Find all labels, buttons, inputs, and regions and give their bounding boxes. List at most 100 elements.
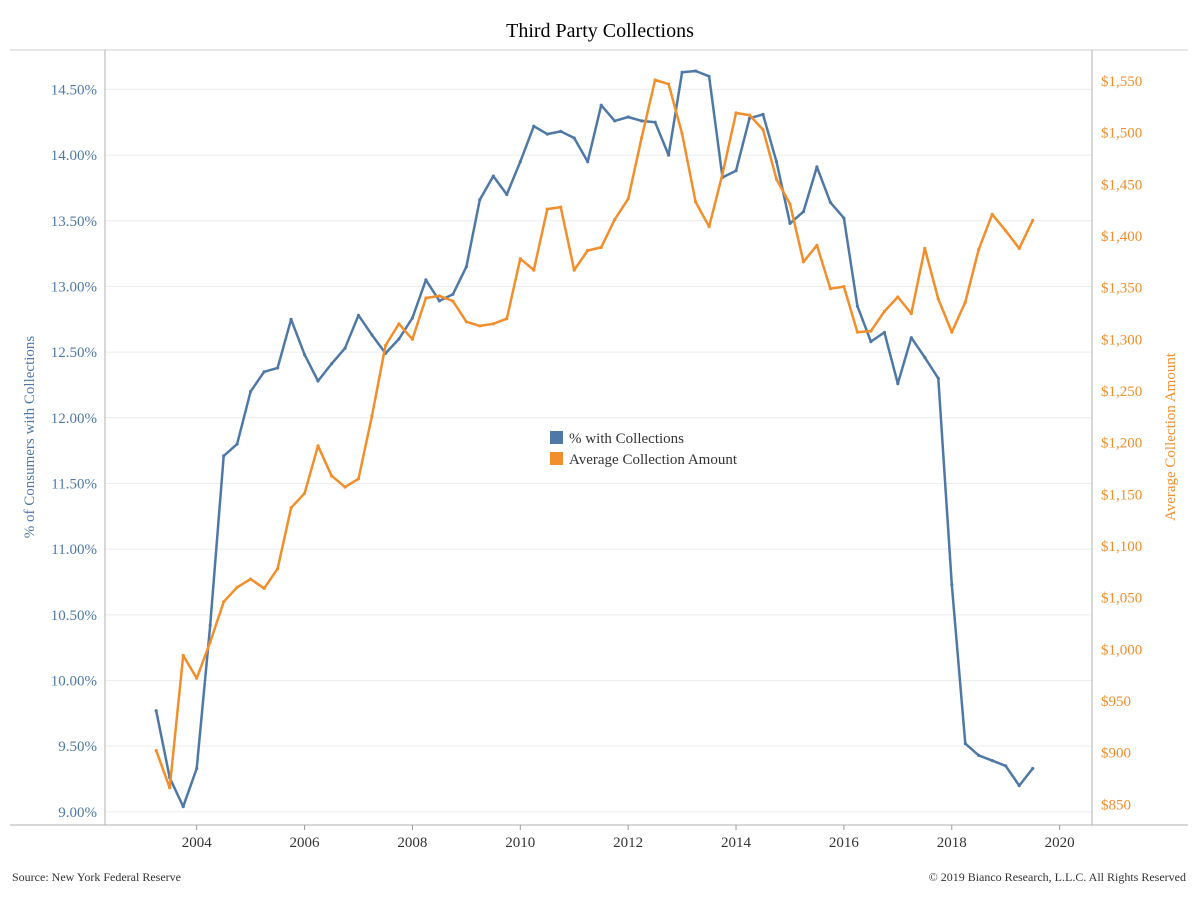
y-left-tick-label: 9.00%	[58, 805, 97, 821]
y-right-tick-label: $1,500	[1101, 126, 1142, 142]
data-point-pct-with-collections	[1004, 764, 1008, 768]
data-point-average-amount	[747, 113, 752, 117]
data-point-average-amount	[694, 200, 698, 204]
data-point-average-amount	[801, 260, 806, 264]
data-point-average-amount	[774, 177, 779, 181]
data-point-pct-with-collections	[734, 169, 738, 173]
data-point-average-amount	[181, 653, 185, 658]
y-left-tick-label: 11.00%	[51, 542, 97, 558]
data-point-pct-with-collections	[640, 119, 644, 123]
data-point-pct-with-collections	[397, 337, 401, 341]
data-point-average-amount	[909, 311, 913, 316]
data-point-average-amount	[397, 322, 401, 326]
data-point-average-amount	[734, 111, 738, 115]
data-point-pct-with-collections	[478, 198, 482, 202]
data-point-average-amount	[761, 128, 765, 132]
data-point-pct-with-collections	[626, 115, 630, 119]
data-point-average-amount	[707, 225, 711, 229]
data-point-average-amount	[289, 506, 293, 510]
data-point-average-amount	[559, 205, 563, 209]
data-point-average-amount	[222, 600, 226, 604]
data-point-average-amount	[680, 132, 684, 136]
data-point-pct-with-collections	[343, 346, 347, 350]
data-point-pct-with-collections	[707, 74, 711, 78]
data-point-pct-with-collections	[963, 742, 967, 746]
data-point-average-amount	[720, 172, 725, 176]
data-point-pct-with-collections	[761, 112, 765, 116]
data-point-average-amount	[923, 246, 927, 250]
data-point-average-amount	[356, 477, 361, 481]
y-axis-label-left: % of Consumers with Collections	[22, 336, 38, 539]
y-left-tick-label: 11.50%	[51, 476, 97, 492]
data-point-average-amount	[154, 749, 158, 753]
y-left-tick-label: 14.00%	[51, 148, 97, 164]
data-point-average-amount	[869, 329, 873, 333]
chart-title: Third Party Collections	[506, 20, 694, 42]
data-point-average-amount	[410, 337, 414, 341]
data-point-average-amount	[828, 287, 833, 291]
x-tick-label: 2012	[613, 835, 643, 851]
series-line-average-amount	[154, 78, 1034, 790]
data-point-average-amount	[788, 202, 792, 206]
data-point-average-amount	[1017, 246, 1021, 250]
y-left-tick-label: 13.00%	[51, 279, 97, 295]
data-point-average-amount	[437, 294, 441, 298]
data-point-average-amount	[249, 577, 253, 581]
data-point-pct-with-collections	[653, 120, 657, 124]
data-point-average-amount	[424, 296, 428, 300]
data-point-average-amount	[653, 78, 657, 82]
y-left-tick-label: 10.00%	[51, 674, 97, 690]
data-point-average-amount	[545, 207, 549, 211]
data-point-average-amount	[370, 414, 374, 418]
data-point-average-amount	[383, 343, 388, 348]
data-point-average-amount	[208, 640, 212, 644]
x-tick-label: 2004	[182, 835, 213, 851]
data-point-pct-with-collections	[262, 370, 266, 374]
x-tick-label: 2018	[937, 835, 967, 851]
data-point-pct-with-collections	[356, 313, 361, 317]
data-point-pct-with-collections	[370, 333, 374, 337]
data-point-average-amount	[343, 485, 347, 489]
data-point-average-amount	[963, 300, 967, 304]
y-right-tick-label: $1,350	[1101, 281, 1142, 297]
data-point-average-amount	[464, 320, 468, 324]
data-point-pct-with-collections	[222, 454, 226, 458]
y-left-tick-label: 12.50%	[51, 345, 97, 361]
data-point-pct-with-collections	[491, 174, 495, 178]
data-point-pct-with-collections	[518, 160, 522, 164]
data-point-pct-with-collections	[545, 132, 549, 136]
y-right-tick-label: $900	[1101, 746, 1131, 762]
x-tick-label: 2016	[829, 835, 860, 851]
data-point-pct-with-collections	[990, 759, 994, 763]
y-left-tick-label: 12.00%	[51, 411, 97, 427]
data-point-pct-with-collections	[410, 316, 414, 320]
data-point-pct-with-collections	[680, 70, 684, 74]
data-point-average-amount	[316, 444, 320, 448]
data-point-pct-with-collections	[316, 379, 320, 383]
data-point-pct-with-collections	[208, 623, 212, 627]
y-right-tick-label: $1,400	[1101, 229, 1142, 245]
data-point-pct-with-collections	[572, 136, 576, 140]
data-point-pct-with-collections	[855, 304, 860, 308]
gridlines	[105, 88, 1092, 813]
legend-swatch-amount	[550, 452, 563, 465]
x-tick-label: 2014	[721, 835, 752, 851]
data-point-pct-with-collections	[289, 317, 293, 321]
data-point-pct-with-collections	[815, 165, 819, 169]
data-point-pct-with-collections	[977, 753, 981, 758]
data-point-pct-with-collections	[329, 362, 334, 366]
data-point-average-amount	[505, 317, 509, 321]
source-note: Source: New York Federal Reserve	[12, 870, 181, 884]
data-point-average-amount	[815, 243, 819, 247]
data-point-pct-with-collections	[599, 103, 603, 107]
data-point-pct-with-collections	[694, 69, 698, 73]
data-point-average-amount	[235, 585, 239, 589]
data-point-pct-with-collections	[276, 366, 280, 370]
data-point-pct-with-collections	[464, 265, 468, 269]
x-tick-label: 2008	[397, 835, 427, 851]
copyright-note: © 2019 Bianco Research, L.L.C. All Right…	[928, 870, 1186, 884]
y-right-tick-label: $1,550	[1101, 74, 1142, 90]
data-point-pct-with-collections	[882, 330, 887, 334]
data-point-pct-with-collections	[828, 200, 833, 204]
